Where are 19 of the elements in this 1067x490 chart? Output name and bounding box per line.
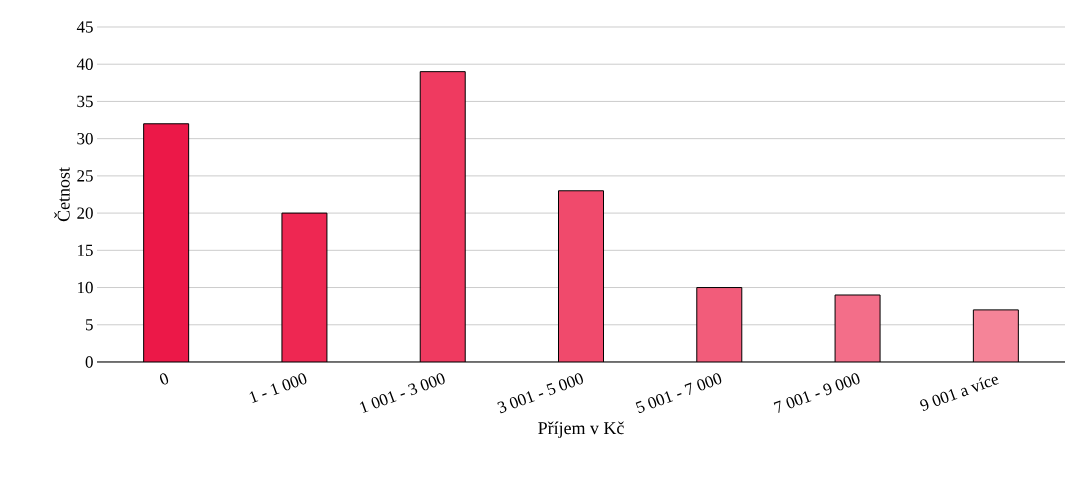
y-tick-label: 10 [78,281,93,294]
x-tick-label: 1 - 1 000 [249,373,307,403]
y-tick-label: 35 [77,95,93,108]
y-axis-title: Četnost [54,167,70,222]
x-tick-label: 3 001 - 5 000 [497,373,584,414]
y-tick-label: 15 [78,244,93,256]
y-tick-label: 25 [77,170,93,182]
x-tick-label: 1 001 - 3 000 [359,373,445,414]
x-tick-label: 9 001 a více [920,376,999,411]
y-tick-label: 0 [85,356,93,368]
x-axis-title: Příjem v Kč [538,421,624,438]
y-tick-label: 45 [76,21,93,33]
y-tick-label: 40 [76,58,93,70]
y-tick-label: 20 [77,207,93,219]
x-tick-label: 5 001 - 7 000 [635,373,722,414]
y-tick-label: 30 [77,132,93,145]
x-tick-label: 7 001 - 9 000 [773,373,860,413]
x-tick-label: 0 [160,373,169,385]
y-tick-label: 5 [86,319,93,331]
